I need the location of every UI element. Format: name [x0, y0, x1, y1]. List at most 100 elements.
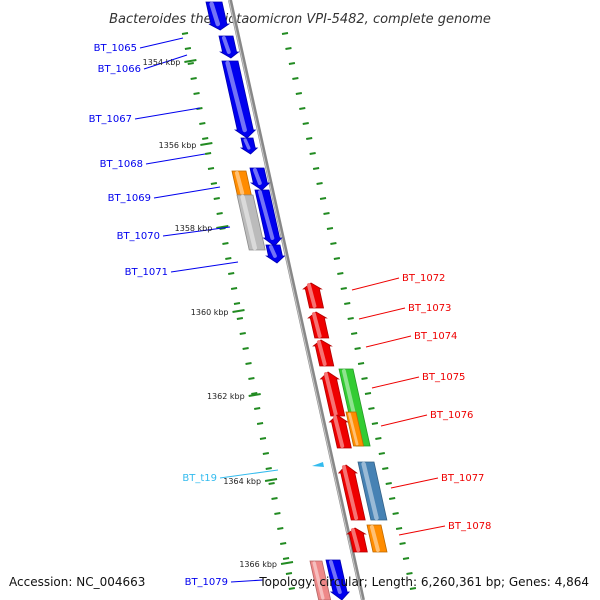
topology-text: Topology: circular; Length: 6,260,361 bp… — [258, 575, 589, 589]
tick-dot-right — [382, 467, 389, 470]
gene-label-bt-1079: BT_1079 — [185, 577, 228, 588]
map-title: Bacteroides thetaiotaomicron VPI-5482, c… — [109, 12, 491, 27]
tick-dot-right — [350, 332, 358, 335]
tick-dot-right — [299, 107, 306, 110]
gene-label-bt-1073: BT_1073 — [408, 303, 451, 314]
tick-dot-left — [187, 62, 194, 65]
tick-dot-right — [385, 482, 392, 485]
tick-dot-right — [337, 272, 344, 275]
kbp-marker-label: 1358 kbp — [175, 224, 213, 233]
gene-arrow-bt1070-shine — [257, 190, 275, 240]
tick-dot-right — [361, 377, 368, 380]
kbp-tick — [248, 393, 261, 397]
label-line-bt-1070 — [162, 226, 231, 237]
gene-arrow-bt1076-shine — [332, 415, 345, 448]
tick-dot-right — [292, 77, 299, 80]
tick-dot-left — [277, 527, 284, 530]
label-line-bt-1076 — [380, 414, 428, 427]
gene-arrow-bt1073-shine — [311, 312, 322, 338]
tick-dot-left — [184, 47, 192, 50]
tick-dot-left — [271, 497, 278, 500]
label-line-bt-1066 — [143, 54, 188, 70]
gene-arrow-bt1072-shine — [306, 283, 317, 308]
tick-dot-left — [216, 212, 223, 215]
tick-dot-left — [248, 377, 255, 380]
trna-marker-bt-t19 — [312, 462, 324, 467]
tick-dot-right — [357, 362, 365, 365]
tick-dot-left — [233, 302, 241, 305]
kbp-tick — [184, 59, 197, 63]
tick-dot-left — [274, 512, 281, 515]
tick-dot-left — [181, 32, 189, 35]
gene-label-bt-1077: BT_1077 — [441, 473, 484, 484]
gene-arrow-bt1077-shine — [341, 465, 359, 520]
tick-dot-left — [199, 122, 206, 125]
tick-dot-left — [285, 572, 293, 575]
tick-dot-left — [228, 272, 235, 275]
tick-dot-right — [395, 527, 403, 530]
kbp-marker-label: 1362 kbp — [207, 392, 245, 401]
tick-dot-left — [207, 167, 215, 170]
gene-arrow-bt1079-shine — [328, 560, 342, 594]
gene-arrow-bt1075-shine — [323, 372, 338, 416]
gene-arrow-bt1078-shine — [350, 528, 361, 552]
tick-dot-left — [210, 182, 218, 185]
label-line-bt-1069 — [153, 186, 221, 199]
label-lines — [134, 37, 446, 583]
tick-dot-right — [371, 422, 379, 425]
gene-label-bt-1068: BT_1068 — [100, 159, 143, 170]
tick-dot-right — [375, 437, 382, 440]
tick-dot-right — [344, 302, 351, 305]
tick-dot-right — [285, 47, 292, 50]
tick-dot-left — [259, 437, 267, 440]
tick-dot-left — [225, 257, 232, 260]
label-line-bt-1075 — [371, 376, 420, 389]
tick-dot-right — [316, 182, 323, 185]
tick-dot-right — [409, 587, 417, 590]
gene-arrow-bt1074-shine — [316, 340, 327, 366]
tick-dot-right — [330, 242, 337, 245]
gene-block-steel-shine — [361, 461, 379, 521]
tick-dot-left — [251, 392, 258, 395]
tick-dots — [181, 32, 417, 590]
tick-dot-right — [306, 137, 313, 140]
gene-arrow-bt1069-shine — [252, 168, 262, 185]
tick-dot-right — [364, 392, 372, 395]
tick-dot-right — [323, 212, 330, 215]
tick-dot-right — [312, 167, 320, 170]
tick-dot-left — [204, 152, 212, 155]
gene-block-gray-shine — [240, 194, 258, 251]
kbp-marker-label: 1364 kbp — [223, 477, 261, 486]
tick-dot-left — [268, 482, 275, 485]
tick-dot-left — [288, 587, 296, 590]
label-line-bt-1071 — [170, 261, 239, 273]
tick-dot-right — [406, 572, 413, 575]
tick-dot-right — [392, 512, 399, 515]
gene-label-bt-1066: BT_1066 — [98, 64, 141, 75]
tick-dot-left — [222, 242, 229, 245]
gene-label-bt-1070: BT_1070 — [117, 231, 160, 242]
tick-dot-right — [333, 257, 341, 260]
kbp-marker-label: 1360 kbp — [191, 308, 229, 317]
tick-dot-right — [340, 287, 347, 290]
tick-dot-left — [280, 542, 287, 545]
tick-dot-right — [295, 92, 302, 95]
label-line-bt-1078 — [398, 525, 446, 536]
tick-dot-left — [236, 317, 244, 320]
tick-dot-right — [368, 407, 375, 410]
tick-dot-right — [389, 497, 396, 500]
tick-dot-right — [309, 152, 316, 155]
tick-dot-left — [254, 407, 261, 410]
tick-dot-right — [326, 227, 334, 230]
gene-arrow-bt1067-shine — [225, 60, 247, 133]
gene-label-bt-1067: BT_1067 — [89, 114, 132, 125]
kbp-tick — [264, 478, 278, 482]
tick-dot-right — [319, 197, 327, 200]
label-layer: 1354 kbp 1356 kbp 1358 kbp 1360 kbp 1362 kbp… — [89, 43, 492, 588]
tick-dot-right — [281, 32, 289, 35]
kbp-tick — [280, 561, 294, 565]
gene-label-bt-1076: BT_1076 — [430, 410, 473, 421]
gene-arrow-bt1071-shine — [268, 245, 277, 258]
tick-dot-right — [399, 542, 406, 545]
